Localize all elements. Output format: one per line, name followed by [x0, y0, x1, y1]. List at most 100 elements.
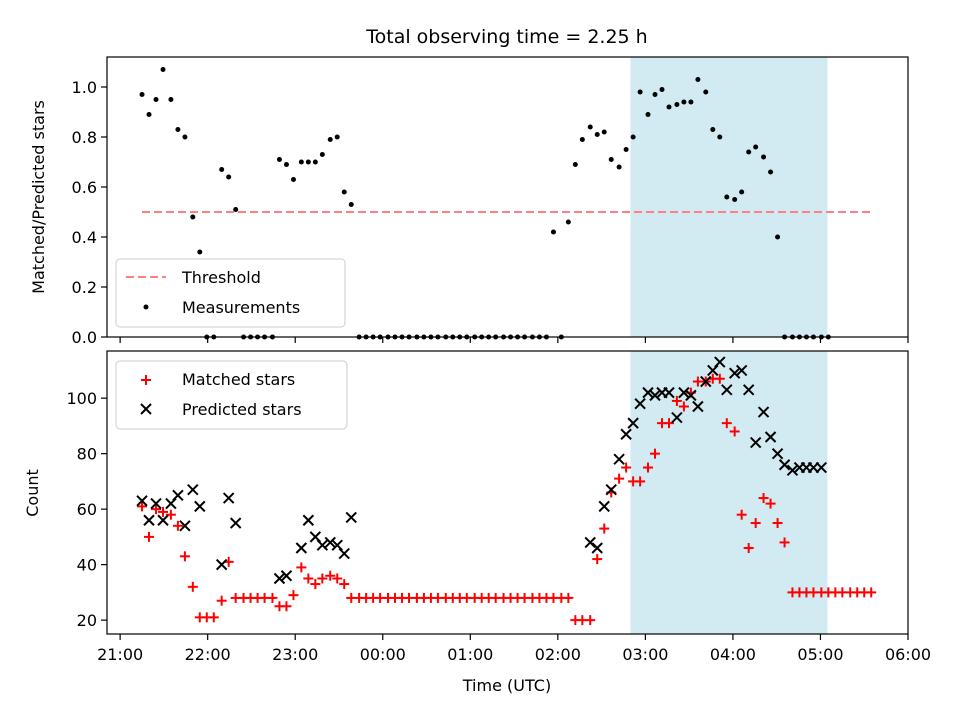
predicted-star-point — [685, 389, 697, 402]
y-tick-label: 0.6 — [72, 178, 97, 197]
predicted-star-points — [136, 356, 828, 585]
measurement-point — [168, 97, 174, 102]
bottom-legend: Matched stars Predicted stars — [115, 360, 348, 430]
y-tick-label: 0.0 — [72, 328, 97, 347]
measurement-point — [761, 154, 767, 160]
predicted-star-point — [598, 500, 610, 513]
measurement-point — [652, 92, 658, 97]
matched-star-point — [317, 573, 328, 584]
measurement-point — [290, 177, 296, 182]
matched-star-point — [635, 476, 646, 487]
predicted-star-point — [295, 542, 308, 554]
legend-threshold-label: Threshold — [181, 268, 261, 287]
matched-star-point — [179, 551, 190, 562]
matched-star-point — [678, 401, 689, 412]
matched-star-point — [158, 506, 169, 517]
measurement-point — [775, 234, 781, 240]
measurement-point — [753, 144, 759, 150]
predicted-star-point — [187, 484, 199, 496]
matched-star-point — [765, 498, 776, 509]
matched-star-points — [137, 373, 877, 626]
matched-star-point — [643, 462, 654, 473]
matched-star-point — [288, 590, 299, 601]
predicted-star-point — [620, 428, 632, 440]
bottom-y-axis-label: Count — [23, 469, 42, 517]
matched-star-point — [216, 595, 227, 606]
matched-star-point — [296, 562, 307, 573]
matched-star-point — [303, 573, 314, 584]
matched-star-point — [339, 579, 350, 590]
top-axes-frame — [106, 56, 909, 338]
matched-star-point — [281, 601, 292, 612]
measurement-point — [160, 67, 166, 72]
top-panel: 0.0 0.2 0.4 0.6 0.8 1.0 Matched/Predicted sta… — [29, 56, 909, 347]
measurement-point — [623, 147, 629, 152]
predicted-star-point — [172, 489, 184, 501]
measurement-point — [695, 77, 701, 82]
measurement-point — [674, 102, 680, 107]
predicted-star-point — [316, 539, 329, 551]
matched-star-point — [332, 573, 343, 584]
matched-star-point — [310, 579, 321, 590]
predicted-star-point — [742, 384, 755, 396]
bottom-observing-window — [630, 351, 828, 634]
x-axis-label: Time (UTC) — [462, 676, 551, 695]
measurement-point — [197, 249, 203, 255]
measurement-point — [688, 99, 694, 105]
predicted-star-point — [721, 384, 733, 396]
measurement-point — [153, 97, 159, 102]
measurement-point — [645, 112, 651, 117]
measurement-point — [226, 174, 232, 180]
predicted-star-point — [229, 517, 242, 529]
matched-star-point — [750, 518, 761, 529]
measurement-point — [681, 99, 687, 105]
matched-star-point — [187, 581, 198, 592]
x-tick-label: 03:00 — [622, 645, 668, 664]
predicted-star-point — [649, 389, 661, 402]
predicted-star-point — [605, 484, 617, 496]
y-tick-label: 0.2 — [72, 278, 97, 297]
predicted-star-point — [215, 558, 228, 571]
measurement-point — [550, 229, 556, 235]
predicted-star-point — [778, 459, 791, 471]
matched-star-point — [758, 493, 769, 504]
matched-star-point — [621, 462, 632, 473]
measurement-point — [298, 159, 304, 165]
measurement-point — [732, 197, 738, 202]
bottom-x-ticks: 21:00 22:00 23:00 00:00 01:00 02:00 03:00 04:00… — [97, 634, 931, 664]
y-tick-label: 0.8 — [72, 128, 97, 147]
bottom-panel: 20 40 60 80 100 21:00 22:00 23:00 00:00 01:00 02:… — [23, 350, 931, 695]
x-tick-label: 23:00 — [272, 645, 318, 664]
predicted-star-point — [302, 514, 315, 526]
measurement-point — [312, 159, 318, 165]
measurement-point — [703, 89, 709, 95]
measurement-point — [327, 137, 333, 142]
predicted-star-point — [324, 536, 336, 549]
measurement-point — [146, 112, 152, 117]
chart-title: Total observing time = 2.25 h — [365, 26, 647, 48]
measurement-point — [587, 124, 593, 130]
predicted-star-point — [194, 500, 206, 513]
measurement-point — [348, 202, 354, 207]
matched-star-point — [137, 501, 148, 512]
predicted-star-point — [179, 520, 191, 532]
y-tick-label: 20 — [77, 611, 97, 630]
matched-star-point — [736, 509, 747, 520]
predicted-star-point — [678, 386, 690, 399]
measurement-point — [276, 157, 282, 162]
predicted-star-point — [757, 406, 770, 418]
predicted-star-point — [338, 547, 350, 560]
predicted-star-point — [584, 536, 596, 549]
measurement-point — [717, 134, 723, 140]
matched-star-point — [729, 426, 740, 437]
x-tick-label: 02:00 — [535, 645, 581, 664]
measurement-point — [572, 162, 578, 167]
measurement-point — [175, 127, 181, 132]
measurement-point — [219, 167, 225, 172]
legend-predicted-swatch — [140, 403, 152, 415]
measurement-point — [565, 219, 571, 225]
measurement-point — [182, 134, 188, 140]
matched-star-point — [721, 418, 732, 429]
predicted-star-point — [143, 514, 155, 526]
measurement-point — [594, 132, 600, 137]
